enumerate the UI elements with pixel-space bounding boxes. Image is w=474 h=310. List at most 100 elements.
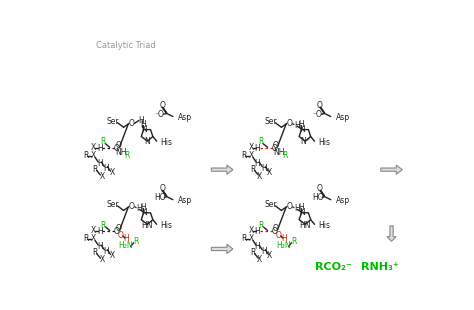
Polygon shape (381, 165, 402, 174)
Text: H: H (136, 204, 142, 213)
Text: R: R (250, 165, 255, 174)
Text: N: N (145, 137, 150, 146)
Text: X: X (91, 143, 96, 152)
Text: H: H (123, 234, 129, 243)
Text: R: R (258, 221, 264, 230)
Text: X: X (100, 255, 105, 264)
Polygon shape (211, 165, 233, 174)
Text: H: H (261, 247, 266, 256)
Text: NH: NH (116, 148, 127, 157)
Text: X: X (109, 251, 115, 260)
Polygon shape (387, 226, 396, 241)
Text: H: H (298, 203, 303, 212)
Text: H: H (103, 247, 109, 256)
Text: O: O (115, 140, 121, 149)
Text: Asp: Asp (336, 196, 350, 205)
Text: R: R (291, 237, 296, 246)
Text: O: O (114, 227, 119, 236)
Text: H: H (281, 234, 287, 243)
Text: O: O (159, 184, 165, 193)
Text: X: X (249, 226, 254, 235)
Text: NH: NH (273, 148, 285, 157)
Text: O: O (317, 184, 323, 193)
Text: R: R (92, 248, 98, 257)
Text: O: O (159, 101, 165, 110)
Text: H: H (97, 144, 102, 153)
Text: Ser: Ser (107, 117, 119, 126)
Text: H: H (138, 116, 144, 125)
Text: O: O (273, 140, 279, 149)
Text: H₂N: H₂N (118, 241, 133, 250)
Text: X: X (91, 226, 96, 235)
Text: X: X (249, 234, 254, 243)
Text: Catalytic Triad: Catalytic Triad (96, 41, 156, 50)
Text: R: R (100, 137, 106, 146)
Text: N: N (300, 208, 305, 217)
Text: N⁺: N⁺ (301, 137, 310, 146)
Text: R: R (258, 137, 264, 146)
Text: Asp: Asp (336, 113, 350, 122)
Text: Ser: Ser (264, 117, 277, 126)
Text: R: R (83, 234, 89, 243)
Text: R: R (100, 221, 106, 230)
Text: X: X (267, 168, 273, 177)
Text: O: O (118, 231, 123, 240)
Text: H: H (255, 227, 260, 236)
Text: His: His (161, 221, 173, 230)
Text: X: X (267, 251, 273, 260)
Text: Ser: Ser (264, 200, 277, 209)
Text: His: His (319, 138, 330, 147)
Text: O: O (273, 224, 279, 233)
Text: X: X (249, 143, 254, 152)
Text: N: N (142, 125, 147, 134)
Text: H: H (97, 227, 102, 236)
Text: O: O (272, 144, 277, 153)
Text: H: H (140, 203, 146, 212)
Text: H: H (140, 120, 146, 129)
Text: X: X (257, 172, 263, 181)
Text: O: O (317, 101, 323, 110)
Text: R: R (241, 151, 246, 160)
Text: R: R (92, 165, 98, 174)
Text: H: H (294, 204, 300, 213)
Text: H: H (255, 242, 260, 251)
Text: X: X (257, 255, 263, 264)
Text: O: O (275, 231, 281, 240)
Text: HN: HN (300, 221, 311, 230)
Text: X: X (100, 172, 105, 181)
Text: H: H (97, 159, 102, 168)
Text: X: X (249, 151, 254, 160)
Text: N: N (300, 125, 305, 134)
Text: H: H (97, 242, 102, 251)
Text: H: H (294, 121, 300, 130)
Text: HO: HO (154, 193, 165, 202)
Text: HO: HO (312, 193, 323, 202)
Text: Asp: Asp (178, 113, 192, 122)
Text: R: R (125, 151, 130, 160)
Text: H: H (255, 159, 260, 168)
Text: R: R (250, 248, 255, 257)
Text: HN: HN (142, 221, 153, 230)
Text: H: H (103, 164, 109, 173)
Text: His: His (161, 138, 173, 147)
Polygon shape (211, 244, 233, 254)
Text: X: X (91, 151, 96, 160)
Text: R: R (83, 151, 89, 160)
Text: X: X (91, 234, 96, 243)
Text: H: H (261, 164, 266, 173)
Text: H: H (255, 144, 260, 153)
Text: H: H (298, 120, 303, 129)
Text: O: O (128, 202, 134, 211)
Text: R: R (133, 237, 138, 246)
Text: O: O (286, 202, 292, 211)
Text: O: O (114, 144, 119, 153)
Text: Ser: Ser (107, 200, 119, 209)
Text: RCO₂⁻: RCO₂⁻ (315, 262, 352, 272)
Text: O: O (286, 119, 292, 128)
Text: R: R (241, 234, 246, 243)
Text: ⁻O: ⁻O (155, 110, 164, 119)
Text: X: X (109, 168, 115, 177)
Text: RNH₃⁺: RNH₃⁺ (361, 262, 399, 272)
Text: O: O (128, 119, 134, 128)
Text: O: O (115, 224, 121, 233)
